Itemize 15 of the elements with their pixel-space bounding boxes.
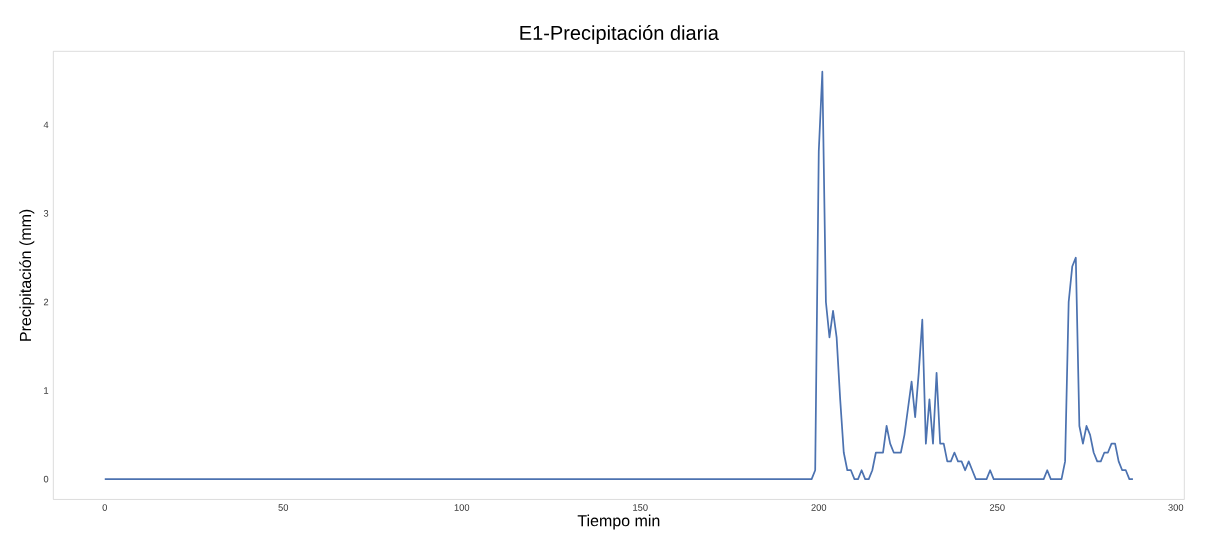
x-tick-label: 50 [278,504,289,511]
y-tick-label: 0 [43,475,49,483]
y-tick-label: 3 [43,210,49,217]
x-tick-label: 300 [1168,504,1184,511]
x-tick-label: 200 [811,504,827,511]
x-tick-label: 250 [989,504,1005,511]
x-axis-title: Tiempo min [577,514,660,530]
x-tick-label: 0 [102,504,107,511]
y-tick-label: 4 [43,121,49,128]
chart-title: E1-Precipitación diaria [520,25,719,44]
y-tick-label: 2 [43,298,49,306]
y-tick-label: 1 [44,387,49,394]
x-tick-label: 150 [633,504,648,511]
x-tick-label: 100 [454,504,470,511]
y-axis-title: Precipitación (mm) [19,209,35,341]
